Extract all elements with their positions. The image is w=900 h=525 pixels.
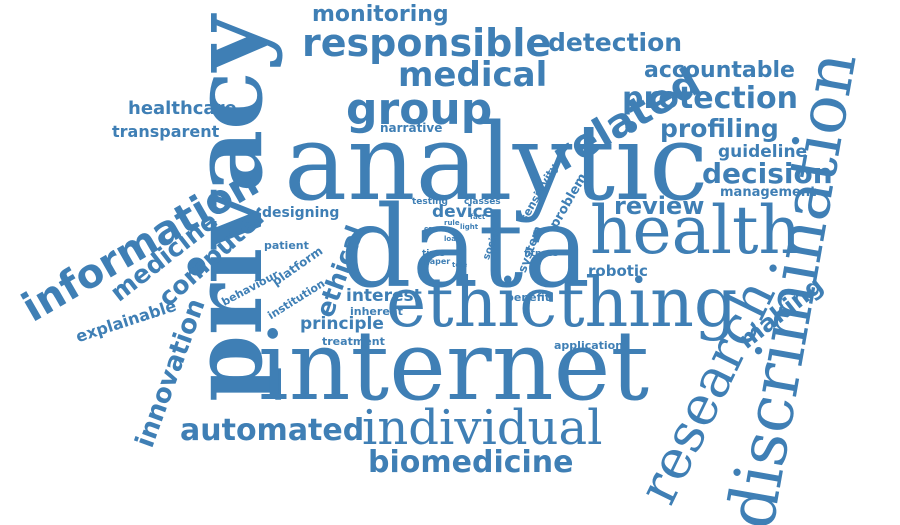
word-decision: decision (702, 157, 833, 190)
word-profiling: profiling (660, 114, 779, 143)
word-narrative: narrative (380, 121, 443, 135)
word-time: time (422, 249, 445, 259)
word-light: light (460, 223, 479, 231)
word-inherent: inherent (350, 305, 403, 318)
word-patient: patient (264, 239, 309, 252)
word-classes: classes (464, 197, 501, 207)
word-case: case (424, 225, 442, 233)
word-medical: medical (398, 55, 548, 95)
word-designing: designing (262, 205, 340, 221)
word-device: device (432, 202, 495, 222)
word-guideline: guideline (718, 142, 808, 162)
word-protection: protection (622, 81, 798, 116)
word-robotic: robotic (588, 262, 648, 280)
word-healthcare: healthcare (128, 98, 237, 119)
word-tele: tele (452, 261, 468, 269)
word-responsible: responsible (302, 21, 552, 65)
word-data: data (340, 183, 591, 313)
word-paper: paper (424, 257, 451, 266)
word-explainable: explainable (73, 295, 179, 347)
word-transparent: transparent (112, 122, 220, 141)
word-analytic: analytic (284, 101, 709, 224)
word-detection: detection (548, 28, 683, 57)
word-application: application (554, 339, 624, 352)
word-internet: internet (258, 310, 650, 422)
word-fact: fact (470, 213, 486, 221)
word-loan: loan (444, 235, 461, 243)
word-biomedicine: biomedicine (368, 445, 574, 480)
word-review: review (614, 192, 705, 220)
word-treatment: treatment (322, 335, 385, 348)
word-accountable: accountable (644, 58, 795, 83)
word-testing: testing (412, 197, 448, 207)
word-management: management (720, 185, 817, 200)
word-rule: rule (444, 219, 460, 227)
word-benefit: benefit (506, 291, 551, 304)
word-automated: automated (180, 413, 365, 448)
word-principle: principle (300, 314, 384, 334)
word-group: group (346, 84, 493, 135)
word-health: health (590, 192, 802, 269)
word-ethicthing: ethicthing (386, 264, 738, 343)
word-individual: individual (362, 400, 603, 456)
word-fitness: fitness (524, 249, 559, 259)
word-interest: interest (346, 286, 422, 306)
word-monitoring: monitoring (312, 2, 449, 27)
